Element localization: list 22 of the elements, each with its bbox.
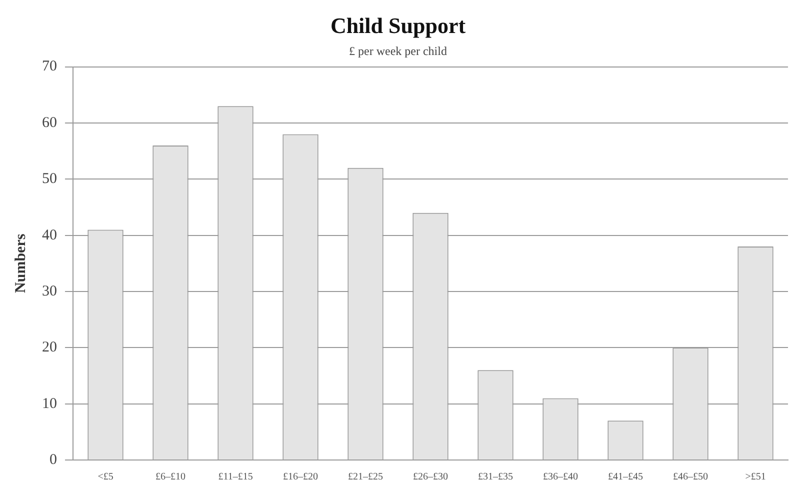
x-tick-label: £6–£10 (156, 472, 186, 483)
y-axis-title: Numbers (12, 234, 29, 293)
x-tick-label: £36–£40 (543, 472, 578, 483)
y-tick-label: 60 (42, 114, 57, 131)
x-tick-label: <£5 (98, 472, 114, 483)
y-tick-label: 10 (42, 396, 57, 412)
x-tick-label: £41–£45 (608, 472, 643, 483)
chart-subtitle: £ per week per child (349, 44, 447, 58)
chart-title: Child Support (330, 12, 466, 38)
y-tick-label: 20 (42, 340, 57, 356)
x-tick-label: >£51 (745, 472, 766, 483)
x-tick-label: £46–£50 (673, 472, 708, 483)
x-tick-label: £31–£35 (478, 472, 513, 483)
y-tick-label: 70 (42, 58, 57, 75)
x-tick-label: £21–£25 (348, 472, 383, 483)
y-tick-label: 0 (50, 452, 57, 468)
y-tick-label: 50 (42, 171, 57, 188)
x-tick-label: £16–£20 (283, 472, 318, 483)
x-tick-label: £11–£15 (218, 472, 253, 483)
x-tick-label: £26–£30 (413, 472, 448, 483)
y-tick-label: 30 (42, 283, 57, 300)
y-tick-label: 40 (42, 227, 57, 244)
